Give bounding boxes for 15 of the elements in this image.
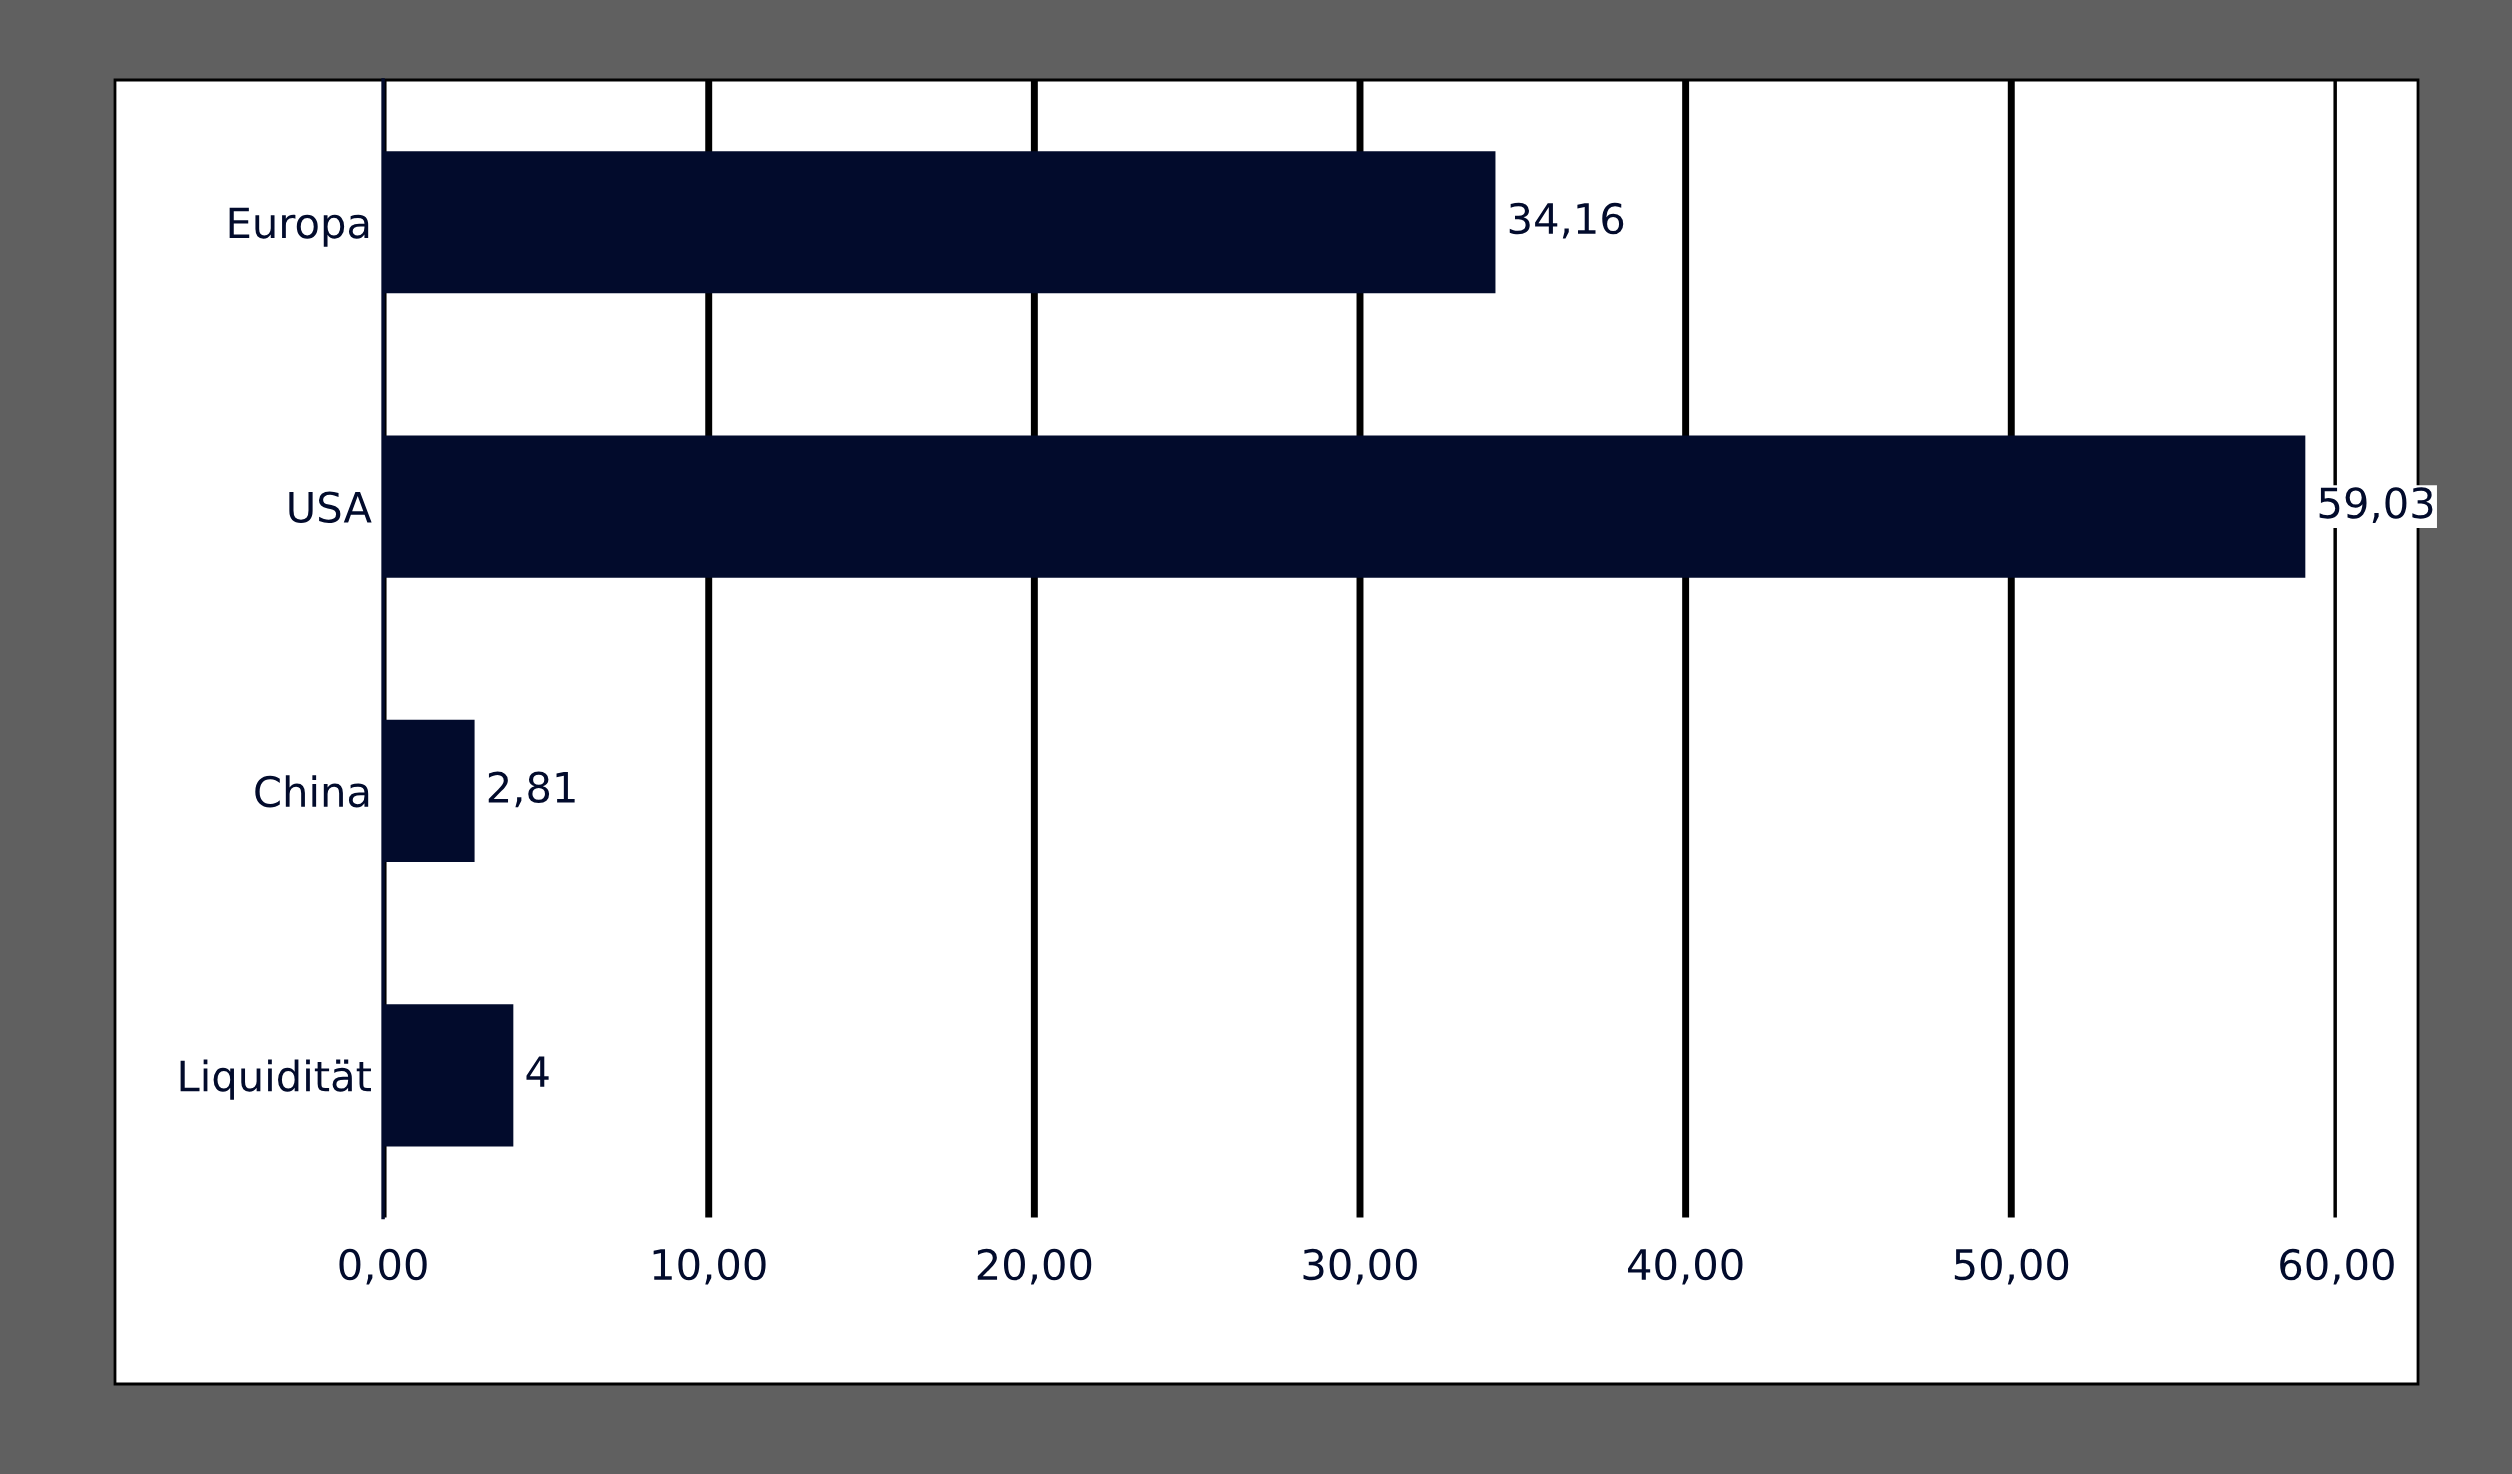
x-tick-label: 0,00 [339, 1248, 427, 1285]
x-tick-label: 40,00 [1628, 1248, 1743, 1285]
x-tick-label: 20,00 [977, 1248, 1092, 1285]
data-label: 59,03 [2319, 487, 2433, 523]
x-tick-label: 60,00 [2280, 1248, 2394, 1285]
data-label: 2,81 [488, 771, 575, 808]
x-tick-label: 50,00 [1954, 1248, 2069, 1285]
y-tick-label: China [255, 775, 369, 808]
x-tick-label: 30,00 [1303, 1248, 1417, 1285]
x-tick-label: 10,00 [653, 1248, 766, 1285]
data-label: 34,16 [1509, 202, 1624, 239]
data-label: 4 [526, 1056, 549, 1087]
y-tick-label: Europa [229, 207, 369, 247]
y-tick-label: Liquidität [180, 1059, 371, 1100]
y-tick-label: USA [289, 491, 372, 524]
